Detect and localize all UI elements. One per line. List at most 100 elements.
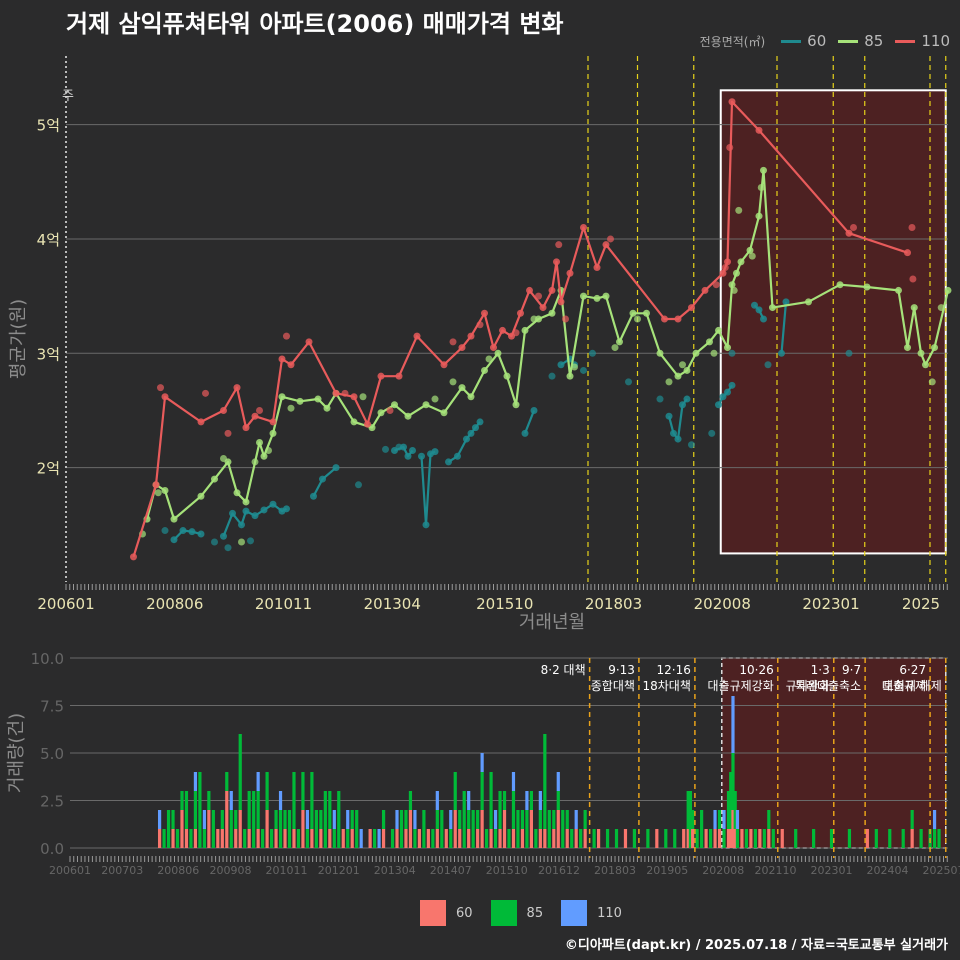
volume-bar-110 (722, 810, 726, 829)
series-point-85 (481, 366, 488, 374)
policy-label: 9·7 (842, 663, 861, 677)
series-point-110 (224, 429, 232, 437)
volume-bar-60 (417, 829, 422, 848)
volume-bar-85 (516, 810, 520, 848)
series-point-85 (733, 269, 740, 277)
volume-bar-60 (498, 829, 502, 848)
series-point-60 (319, 475, 326, 483)
volume-bar-85 (274, 810, 278, 829)
volume-bar-60 (713, 829, 717, 848)
series-point-110 (557, 298, 565, 306)
volume-bar-60 (865, 829, 869, 848)
volume-bar-85 (700, 810, 704, 848)
volume-bar-85 (538, 810, 542, 829)
series-point-60 (548, 372, 556, 380)
bar-legend-item-60: 60 (420, 900, 473, 926)
volume-bar-85 (162, 829, 166, 848)
volume-bar-85 (261, 829, 265, 848)
policy-label: 1·3 (811, 663, 830, 677)
series-point-85 (512, 401, 520, 409)
legend-item-85: 85 (838, 32, 883, 50)
volume-bar-60 (247, 829, 251, 848)
bottom-x-tick-label: 200703 (101, 864, 143, 877)
series-point-60 (170, 536, 178, 544)
series-point-85 (769, 304, 776, 312)
volume-bar-85 (449, 829, 453, 848)
volume-bar-85 (256, 791, 260, 829)
legend-label-60: 60 (807, 32, 827, 50)
series-point-85 (260, 452, 268, 460)
series-point-60 (355, 481, 362, 489)
series-point-60 (188, 528, 196, 536)
volume-bar-110 (525, 791, 529, 810)
volume-bar-110 (556, 772, 560, 791)
volume-bar-110 (493, 810, 498, 829)
volume-bar-60 (274, 829, 278, 848)
series-point-85 (728, 281, 736, 289)
bar-legend-item-85: 85 (490, 900, 543, 926)
volume-bar-60 (596, 829, 601, 848)
series-point-110 (350, 393, 358, 401)
volume-bar-85 (323, 791, 327, 848)
top-x-tick-label: 200806 (146, 595, 203, 613)
series-point-60 (760, 315, 767, 323)
policy-label: 대출규제강화 (708, 679, 774, 693)
series-point-110 (251, 412, 259, 420)
volume-bar-110 (332, 810, 336, 829)
volume-bar-85 (888, 829, 892, 848)
series-point-60 (454, 452, 461, 460)
volume-bar-85 (543, 734, 547, 829)
volume-bar-60 (220, 829, 224, 848)
series-line-60 (780, 301, 788, 354)
bottom-x-tick-label: 202008 (702, 864, 744, 877)
volume-bar-85 (189, 829, 193, 848)
series-point-85 (715, 326, 722, 334)
series-point-60 (530, 406, 538, 414)
volume-bar-85 (440, 810, 444, 848)
volume-bar-85 (413, 829, 417, 848)
series-point-85 (323, 404, 331, 412)
series-point-85 (238, 538, 245, 546)
series-point-85 (431, 395, 439, 403)
series-point-60 (656, 395, 664, 403)
volume-bar-85 (722, 829, 726, 848)
volume-bar-60 (543, 829, 547, 848)
volume-bar-85 (198, 772, 202, 848)
series-point-110 (719, 269, 727, 277)
volume-bar-60 (350, 829, 354, 848)
series-point-60 (476, 418, 484, 426)
volume-bar-85 (733, 791, 737, 829)
series-point-60 (764, 361, 772, 369)
volume-bar-85 (489, 772, 493, 829)
policy-label: 9·13 (608, 663, 635, 677)
series-point-60 (220, 532, 227, 540)
volume-bar-85 (605, 829, 610, 848)
bottom-x-tick-label: 201407 (430, 864, 472, 877)
series-line-60 (523, 410, 536, 434)
series-point-85 (503, 372, 511, 380)
series-point-60 (197, 530, 205, 538)
volume-bar-60 (256, 829, 260, 848)
volume-bar-85 (565, 810, 569, 829)
series-line-60 (173, 529, 202, 541)
volume-bar-85 (243, 829, 247, 848)
series-point-60 (708, 429, 716, 437)
volume-bar-85 (180, 791, 184, 810)
volume-bar-110 (449, 810, 453, 829)
volume-bar-60 (301, 810, 305, 848)
volume-bar-85 (695, 829, 699, 848)
series-point-85 (296, 397, 304, 405)
series-point-60 (463, 435, 470, 443)
series-point-110 (726, 143, 734, 151)
bottom-x-tick-label: 201510 (486, 864, 528, 877)
series-point-85 (440, 409, 448, 417)
volume-bar-85 (381, 810, 386, 829)
series-point-85 (256, 438, 263, 446)
series-point-85 (580, 292, 587, 300)
volume-bar-60 (729, 829, 733, 848)
volume-bar-85 (269, 829, 274, 848)
volume-bar-85 (220, 810, 224, 829)
volume-bar-85 (305, 829, 310, 848)
legend-item-110: 110 (895, 32, 950, 50)
